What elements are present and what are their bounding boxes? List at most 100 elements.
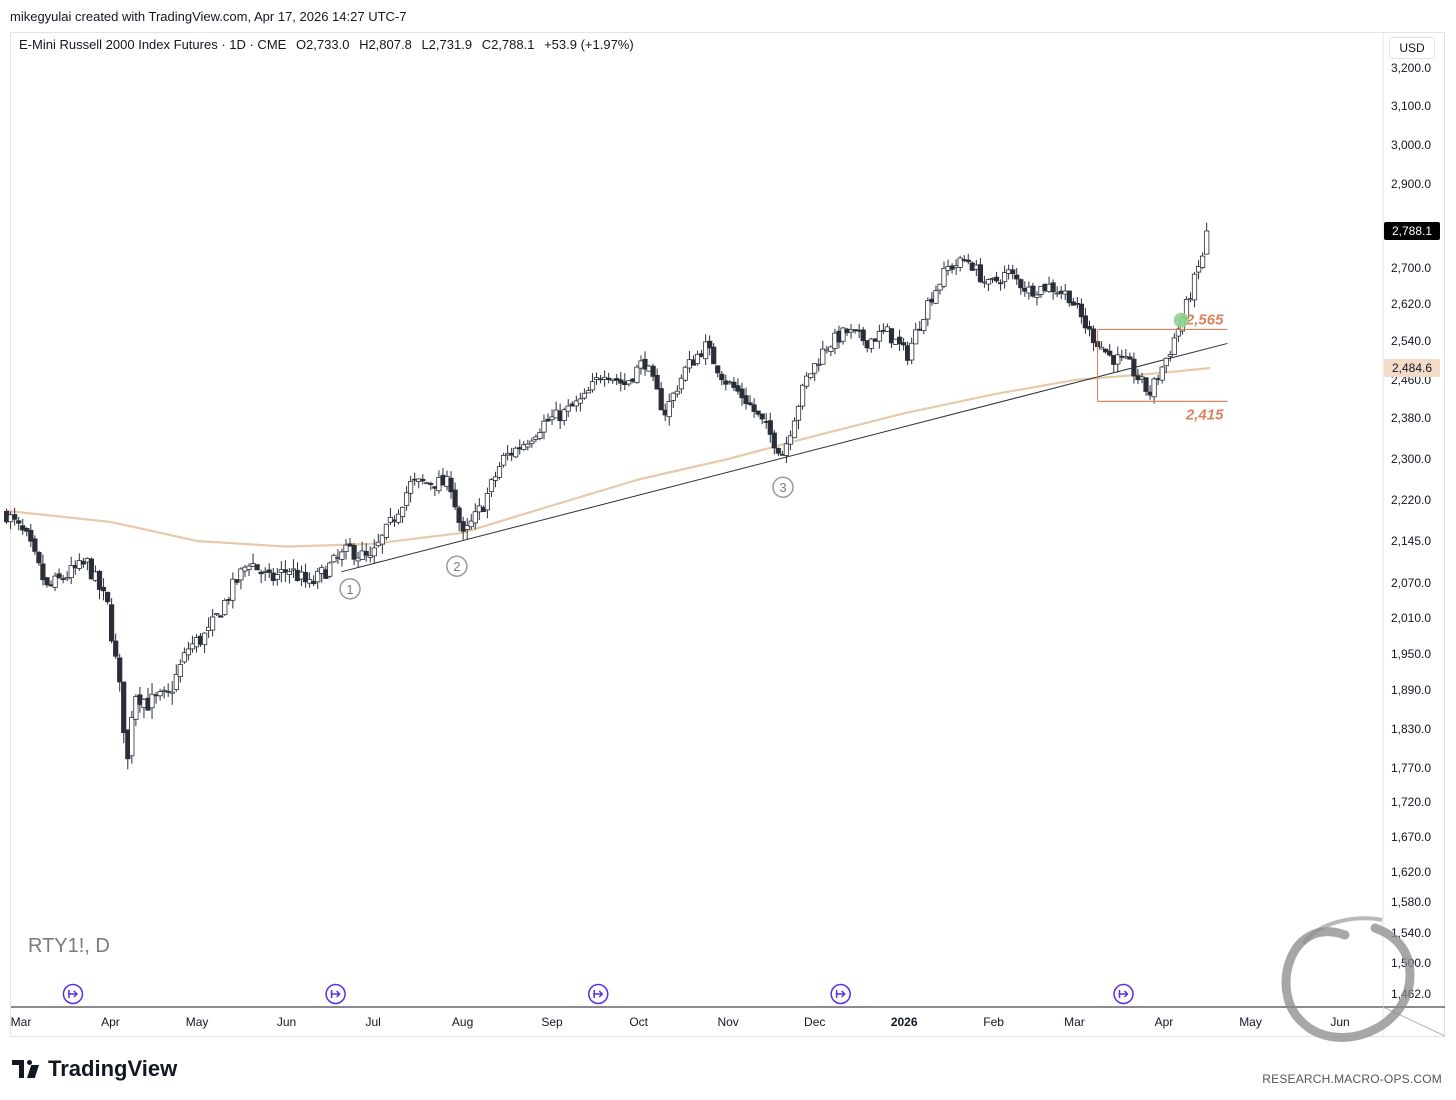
candle-body	[977, 264, 984, 283]
legend-low: L2,731.9	[421, 37, 473, 52]
candle-body	[1151, 378, 1157, 398]
candle	[909, 337, 915, 365]
candle	[876, 324, 883, 349]
candle-body	[238, 568, 244, 581]
candle-body	[808, 373, 814, 378]
candle	[1151, 376, 1157, 404]
candle	[828, 345, 834, 356]
candle	[44, 577, 50, 588]
candle	[678, 374, 685, 394]
candle-body	[218, 615, 224, 618]
candle	[161, 686, 167, 699]
candle	[363, 543, 369, 562]
candle-body	[767, 420, 773, 435]
candle	[1090, 325, 1097, 351]
candle	[133, 694, 139, 726]
candle	[472, 503, 478, 530]
currency-button[interactable]: USD	[1389, 37, 1435, 59]
x-tick-label: Jul	[365, 1015, 380, 1029]
candle-body	[286, 571, 293, 576]
candle-body	[1034, 294, 1040, 298]
event-marker-icon[interactable]	[325, 983, 346, 1005]
y-tick-label: 2,300.0	[1391, 452, 1431, 466]
candle-body	[12, 514, 18, 520]
candle-body	[149, 693, 155, 709]
candle-body	[327, 562, 333, 577]
candle	[290, 559, 297, 578]
candle-body	[1082, 315, 1088, 329]
candle	[28, 523, 34, 547]
candle-body	[80, 560, 86, 565]
candle-body	[395, 513, 402, 523]
candle-body	[258, 571, 264, 575]
candle	[149, 683, 155, 720]
candles	[4, 222, 1210, 770]
candle-body	[484, 492, 491, 511]
tradingview-logo[interactable]: TradingView	[12, 1056, 177, 1082]
candle	[24, 527, 30, 537]
candle-body	[121, 681, 127, 733]
candle-body	[234, 579, 240, 583]
candle-body	[921, 319, 927, 332]
candle-body	[1143, 377, 1149, 392]
candle-body	[707, 340, 713, 349]
x-tick-label: Nov	[717, 1015, 738, 1029]
candle-body	[913, 329, 919, 345]
candle-body	[735, 385, 741, 392]
chart-frame[interactable]	[10, 32, 1445, 1037]
candle-body	[711, 346, 717, 365]
candle-body	[383, 523, 390, 539]
event-marker-icon[interactable]	[1113, 983, 1134, 1005]
candle-body	[678, 377, 685, 390]
candle	[1200, 252, 1206, 270]
candle	[238, 567, 244, 590]
y-tick-label: 1,670.0	[1391, 830, 1431, 844]
candle	[12, 507, 18, 526]
candle	[658, 382, 664, 411]
candle-body	[274, 574, 280, 580]
candle-body	[36, 552, 42, 564]
candle	[840, 326, 846, 345]
candle	[755, 410, 761, 417]
candle-body	[173, 674, 179, 691]
candle	[327, 561, 333, 579]
candle	[1103, 348, 1109, 354]
candle-body	[420, 478, 426, 482]
x-tick-label: Jun	[1330, 1015, 1349, 1029]
candle-body	[1127, 356, 1133, 360]
candle	[56, 568, 62, 580]
candle-body	[925, 300, 931, 320]
candle	[537, 428, 543, 441]
event-marker-icon[interactable]	[587, 983, 609, 1005]
candle-body	[290, 568, 297, 571]
y-tick-label: 2,900.0	[1391, 177, 1431, 191]
candle-body	[181, 652, 187, 663]
event-marker-icon[interactable]	[830, 983, 851, 1005]
touch-marker	[339, 578, 361, 600]
candle-body	[28, 529, 34, 542]
candle	[181, 647, 187, 664]
chart-credit: mikegyulai created with TradingView.com,…	[10, 9, 407, 24]
candle	[707, 335, 713, 356]
candle	[428, 481, 434, 491]
candle-body	[105, 591, 111, 603]
candle	[743, 387, 749, 410]
candle	[573, 395, 579, 412]
candle-body	[315, 570, 321, 583]
event-marker-icon[interactable]	[62, 983, 84, 1005]
candle-body	[1099, 346, 1105, 350]
candle	[791, 417, 798, 439]
candle	[311, 575, 317, 587]
candle-body	[468, 520, 474, 528]
candle	[1127, 352, 1133, 360]
y-tick-label: 1,540.0	[1391, 926, 1431, 940]
candle	[771, 429, 777, 455]
candle-body	[589, 381, 596, 391]
candle-body	[52, 575, 58, 588]
tradingview-logo-text: TradingView	[48, 1056, 178, 1081]
candle	[804, 372, 810, 389]
candle	[383, 523, 390, 541]
candle	[403, 486, 410, 511]
candle	[694, 350, 701, 366]
